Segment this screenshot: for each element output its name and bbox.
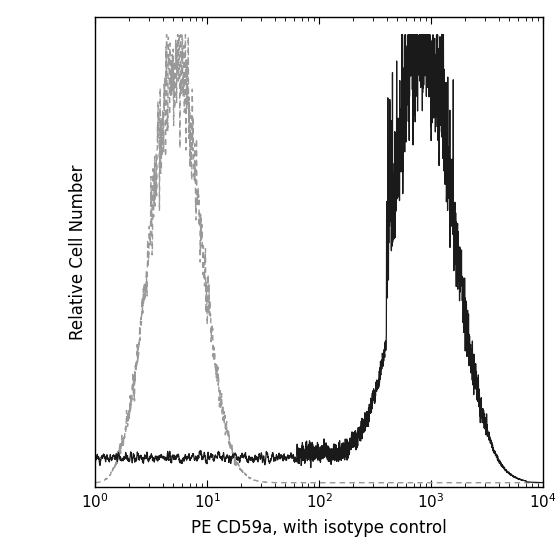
X-axis label: PE CD59a, with isotype control: PE CD59a, with isotype control	[192, 519, 447, 537]
Y-axis label: Relative Cell Number: Relative Cell Number	[69, 164, 87, 340]
